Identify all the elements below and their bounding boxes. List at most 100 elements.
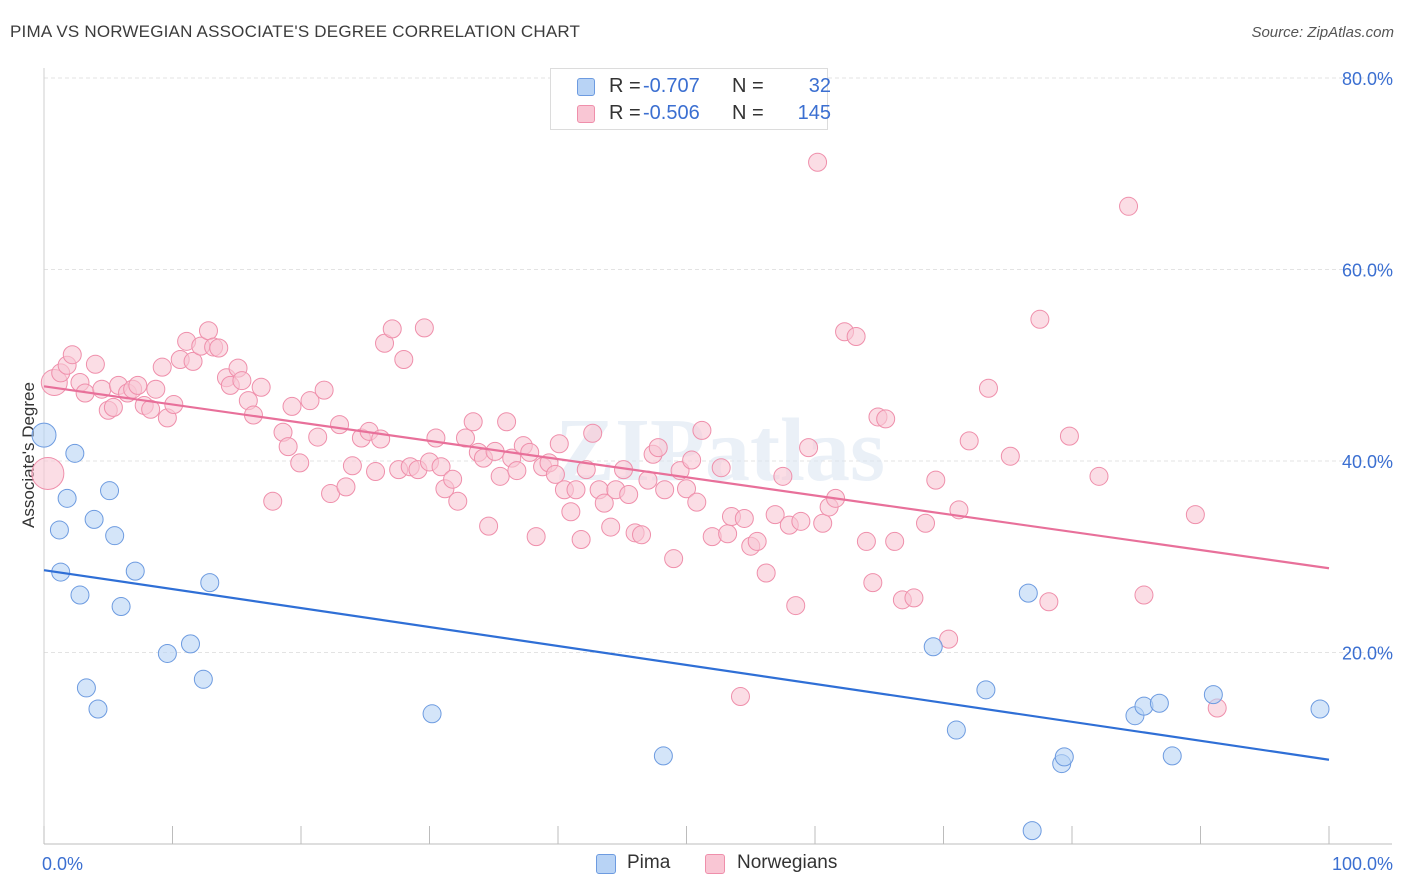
norwegians-point	[692, 420, 712, 440]
pima-point	[125, 561, 145, 581]
correlation-legend: R = -0.707 N = 32 R = -0.506 N = 145	[550, 68, 831, 130]
pima-point	[1310, 699, 1330, 719]
norwegians-point	[263, 491, 283, 511]
norwegians-point	[916, 513, 936, 533]
norwegians-point	[507, 461, 527, 481]
norwegians-point	[141, 399, 161, 419]
norwegians-point	[479, 516, 499, 536]
norwegians-point	[682, 450, 702, 470]
pima-point	[1054, 747, 1074, 767]
pima-point	[180, 634, 200, 654]
n-label: N =	[732, 75, 764, 97]
x-tick-label: 0.0%	[42, 854, 83, 874]
norwegians-point	[103, 397, 123, 417]
norwegians-point	[497, 412, 517, 432]
norwegians-point	[146, 379, 166, 399]
norwegians-point	[978, 378, 998, 398]
norwegians-point	[619, 485, 639, 505]
norwegians-point	[443, 469, 463, 489]
pima-point	[84, 509, 104, 529]
r-label: R =	[609, 102, 641, 124]
n-value: 145	[797, 102, 831, 124]
norwegians-point	[718, 524, 738, 544]
bottom-legend-pima: Pima	[596, 852, 716, 878]
norwegians-point	[31, 456, 65, 490]
norwegians-point	[62, 345, 82, 365]
norwegians-point	[813, 513, 833, 533]
norwegians-point	[314, 380, 334, 400]
norwegians-point	[939, 629, 959, 649]
pima-point	[1203, 685, 1223, 705]
norwegians-point	[330, 415, 350, 435]
norwegians-point	[1119, 196, 1139, 216]
pima-point	[157, 643, 177, 663]
pima-point	[65, 443, 85, 463]
y-tick-label: 20.0%	[1342, 644, 1393, 664]
norwegians-trend-line	[43, 385, 1330, 570]
norwegians-point	[1000, 446, 1020, 466]
norwegians-point	[426, 428, 446, 448]
r-label: R =	[609, 75, 641, 97]
tick-labels: 20.0% 40.0% 60.0% 80.0% 0.0% 100.0%	[42, 69, 1393, 874]
norwegians-point	[490, 466, 510, 486]
norwegians-point	[232, 371, 252, 391]
pima-point	[200, 573, 220, 593]
norwegians-point	[520, 442, 540, 462]
pima-point	[31, 422, 57, 448]
norwegians-point	[1030, 309, 1050, 329]
pima-point	[976, 680, 996, 700]
norwegians-point	[664, 549, 684, 569]
norwegians-point	[394, 350, 414, 370]
norwegians-point	[85, 354, 105, 374]
norwegians-point	[209, 338, 229, 358]
norwegians-point	[638, 470, 658, 490]
norwegians-point	[382, 319, 402, 339]
norwegians-point	[856, 531, 876, 551]
norwegians-point	[1059, 426, 1079, 446]
norwegians-point	[282, 396, 302, 416]
pima-point	[946, 720, 966, 740]
norwegians-point	[290, 453, 310, 473]
norwegians-point	[594, 493, 614, 513]
norwegians-point	[734, 508, 754, 528]
norwegians-point	[571, 530, 591, 550]
norwegians-point	[799, 438, 819, 458]
norwegians-point	[702, 527, 722, 547]
norwegians-point	[677, 479, 696, 499]
pima-point	[111, 597, 131, 617]
norwegians-point	[583, 423, 603, 443]
r-value: -0.707	[643, 75, 700, 97]
pima-point	[57, 488, 77, 508]
norwegians-point	[786, 596, 806, 616]
pima-points	[31, 422, 1330, 841]
pima-point	[105, 526, 125, 546]
pima-point	[422, 704, 442, 724]
norwegians-point	[885, 531, 905, 551]
norwegians-point	[1039, 592, 1059, 612]
pima-point	[193, 669, 213, 689]
norwegians-point	[846, 327, 866, 347]
norwegians-legend-label: Norwegians	[737, 852, 838, 873]
pima-point	[76, 678, 96, 698]
norwegians-point	[876, 409, 896, 429]
norwegians-point	[601, 517, 621, 537]
norwegians-point	[648, 438, 668, 458]
pima-point	[1134, 696, 1154, 716]
norwegians-point	[566, 480, 586, 500]
norwegians-point	[561, 502, 581, 522]
norwegians-point	[791, 511, 811, 531]
pima-point	[49, 520, 69, 540]
norwegians-point	[366, 462, 386, 482]
pima-swatch	[577, 78, 595, 96]
bottom-legend-norwegians: Norwegians	[705, 852, 865, 878]
norwegians-point	[576, 460, 596, 480]
y-tick-label: 40.0%	[1342, 452, 1393, 472]
norwegians-point	[128, 375, 148, 395]
norwegians-point	[336, 477, 356, 497]
norwegians-point	[414, 318, 434, 338]
norwegians-point	[730, 687, 750, 707]
pima-point	[923, 637, 943, 657]
norwegians-point	[342, 456, 362, 476]
norwegians-point	[152, 357, 172, 377]
